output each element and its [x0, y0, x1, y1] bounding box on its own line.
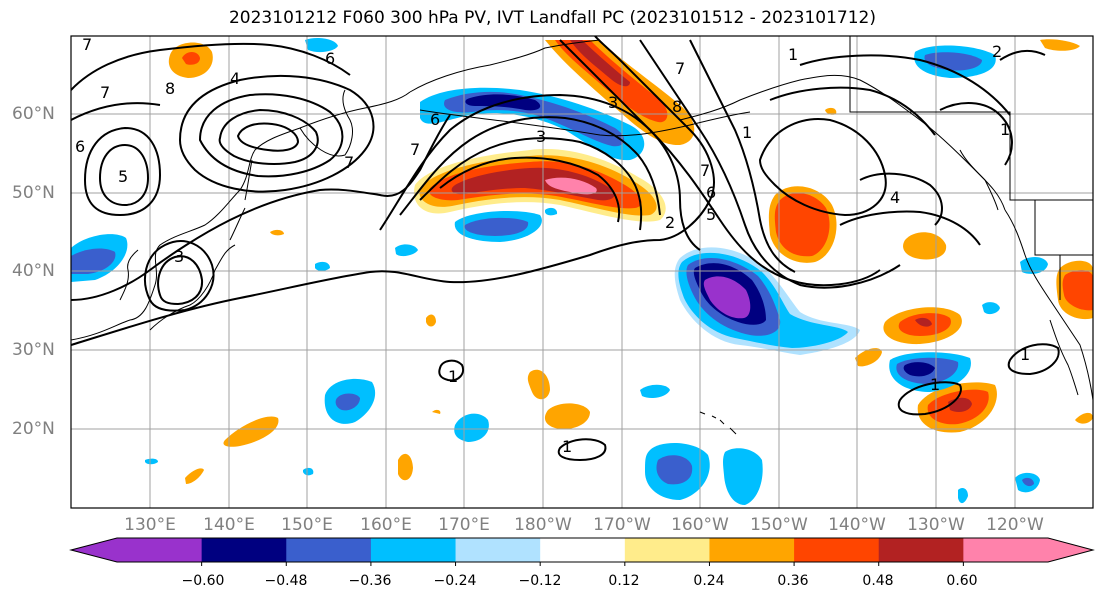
- contour-label: 6: [75, 137, 85, 156]
- colorbar-outline: [69, 537, 1095, 563]
- contour-label: 1: [930, 375, 940, 394]
- contour-label: 1: [562, 437, 572, 456]
- lon-label: 170°E: [438, 515, 490, 535]
- contour-label: 7: [410, 140, 420, 159]
- contour-label: 6: [430, 110, 440, 129]
- lon-label: 140°E: [203, 515, 255, 535]
- colorbar-swatch: [370, 538, 457, 562]
- contour-label: 1: [1000, 120, 1010, 139]
- colorbar-swatch: [540, 538, 626, 562]
- pv-contours: [71, 36, 1060, 462]
- contour-label: 3: [608, 93, 618, 112]
- positive-anomaly-shading: [168, 39, 1093, 484]
- colorbar-swatch: [201, 538, 287, 562]
- contour-label: 7: [82, 35, 92, 54]
- colorbar-tick-label: −0.48: [264, 573, 308, 589]
- contour-label: 7: [700, 161, 710, 180]
- colorbar-swatch: [117, 538, 203, 562]
- lat-label-60n: 60°N: [12, 104, 55, 124]
- contour-label: 2: [992, 42, 1002, 61]
- colorbar-swatch: [286, 538, 372, 562]
- colorbar-tick-label: 0.12: [608, 573, 640, 589]
- coastlines: [71, 36, 1093, 435]
- contour-label: 8: [165, 79, 175, 98]
- colorbar-swatch: [963, 538, 1049, 562]
- lon-label: 160°W: [671, 515, 729, 535]
- lon-label: 150°W: [750, 515, 808, 535]
- colorbar-extend-max: [1048, 538, 1093, 562]
- colorbar-tick-label: −0.12: [518, 573, 562, 589]
- lon-label: 170°W: [593, 515, 651, 535]
- lon-label: 140°W: [828, 515, 886, 535]
- lat-label-30n: 30°N: [12, 340, 55, 360]
- colorbar-extend-min: [71, 538, 117, 562]
- contour-label: 2: [665, 213, 675, 232]
- contour-label: 1: [448, 367, 458, 386]
- contour-label: 6: [706, 183, 716, 202]
- map-frame: [70, 35, 1094, 509]
- lon-label: 130°W: [907, 515, 965, 535]
- lat-label-20n: 20°N: [12, 419, 55, 439]
- contour-label: 5: [118, 167, 128, 186]
- lon-label: 160°E: [360, 515, 412, 535]
- contour-label: 3: [536, 127, 546, 146]
- colorbar-swatch: [878, 538, 964, 562]
- lon-label: 120°W: [986, 515, 1044, 535]
- map-title: 2023101212 F060 300 hPa PV, IVT Landfall…: [228, 8, 876, 28]
- contour-labels: 7 8 4 6 7 5 6 3 7 6 7 3 7 3 2 1 8 7 6 5 …: [75, 35, 1030, 456]
- colorbar-swatch: [624, 538, 710, 562]
- colorbar: [69, 537, 1095, 566]
- negative-anomaly-shading: [71, 38, 1048, 505]
- contour-label: 4: [230, 69, 240, 88]
- colorbar-swatch: [794, 538, 880, 562]
- contour-label: 1: [788, 45, 798, 64]
- lat-label-40n: 40°N: [12, 261, 55, 281]
- colorbar-tick-label: −0.24: [433, 573, 477, 589]
- colorbar-tick-label: 0.48: [862, 573, 894, 589]
- contour-label: 7: [675, 59, 685, 78]
- lon-label: 180°W: [514, 515, 572, 535]
- colorbar-tick-label: 0.36: [777, 573, 809, 589]
- colorbar-swatch: [455, 538, 541, 562]
- contour-label: 5: [706, 205, 716, 224]
- map-gridlines: [71, 36, 1093, 508]
- contour-label: 1: [1020, 345, 1030, 364]
- colorbar-tick-label: 0.60: [946, 573, 978, 589]
- contour-label: 7: [344, 153, 354, 172]
- lat-label-50n: 50°N: [12, 183, 55, 203]
- contour-label: 8: [672, 97, 682, 116]
- contour-label: 3: [174, 247, 184, 266]
- lon-label: 130°E: [124, 515, 176, 535]
- contour-label: 4: [890, 188, 900, 207]
- colorbar-tick-label: 0.24: [693, 573, 725, 589]
- colorbar-tick-label: −0.60: [181, 573, 225, 589]
- colorbar-swatch: [709, 538, 795, 562]
- colorbar-tick-label: −0.36: [348, 573, 392, 589]
- lon-label: 150°E: [281, 515, 333, 535]
- contour-label: 1: [742, 123, 752, 142]
- contour-label: 6: [325, 49, 335, 68]
- contour-label: 7: [100, 83, 110, 102]
